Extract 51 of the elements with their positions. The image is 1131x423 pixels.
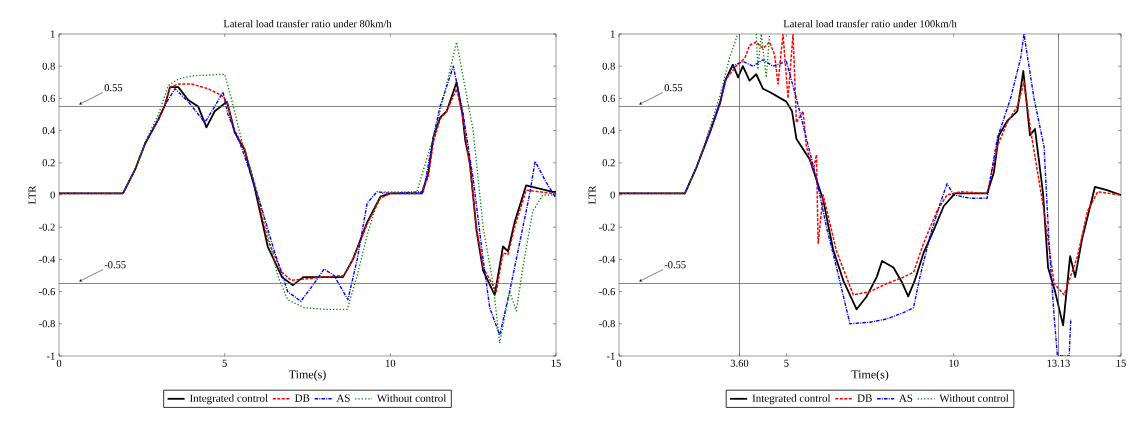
y-tick-label: -0.6 bbox=[599, 288, 615, 296]
x-tick-label: 3.60 bbox=[730, 359, 749, 367]
x-tick-label: 15 bbox=[1116, 359, 1126, 367]
y-tick-label: -1 bbox=[46, 352, 55, 360]
legend-label: AS bbox=[336, 394, 350, 402]
chart-title: Lateral load transfer ratio under 80km/h bbox=[223, 19, 392, 28]
x-tick-label: 5 bbox=[222, 359, 227, 367]
y-axis-title: LTR bbox=[588, 185, 596, 205]
x-axis-title: Time(s) bbox=[851, 370, 889, 381]
y-tick-label: 0.8 bbox=[42, 62, 55, 70]
y-tick-label: 0.4 bbox=[42, 127, 56, 135]
y-tick-label: 0.6 bbox=[602, 94, 615, 102]
x-tick-label: 0 bbox=[56, 359, 62, 367]
y-tick-label: -0.6 bbox=[39, 288, 55, 296]
y-tick-label: -0.2 bbox=[599, 223, 615, 231]
chart-title: Lateral load transfer ratio under 100km/h bbox=[783, 19, 957, 28]
legend-label: Without control bbox=[939, 394, 1009, 403]
y-tick-label: 0 bbox=[610, 191, 615, 199]
x-axis-title: Time(s) bbox=[288, 369, 326, 381]
y-tick-label: 0.8 bbox=[602, 62, 615, 70]
y-tick-label: 0.4 bbox=[602, 127, 616, 135]
x-tick-label: 10 bbox=[949, 359, 959, 367]
ref-line-label: 0.55 bbox=[664, 84, 683, 92]
legend-label: Without control bbox=[376, 394, 447, 403]
line-series bbox=[619, 34, 1072, 356]
y-tick-label: 0.2 bbox=[602, 159, 615, 167]
y-tick-label: 1 bbox=[610, 30, 615, 38]
y-tick-label: 1 bbox=[50, 30, 55, 38]
x-tick-label: 13.13 bbox=[1047, 359, 1070, 367]
y-tick-label: 0 bbox=[50, 191, 55, 199]
y-tick-label: -0.4 bbox=[599, 255, 616, 263]
legend-label: Integrated control bbox=[189, 394, 268, 405]
legend-label: DB bbox=[857, 394, 872, 402]
y-tick-label: -1 bbox=[606, 352, 615, 360]
ref-line-label: -0.55 bbox=[104, 261, 126, 269]
x-tick-label: 0 bbox=[616, 359, 622, 367]
x-tick-label: 10 bbox=[386, 359, 396, 367]
legend-label: AS bbox=[898, 394, 913, 402]
y-tick-label: 0.6 bbox=[42, 94, 55, 102]
legend-label: DB bbox=[294, 394, 310, 402]
y-axis-title: LTR bbox=[28, 185, 36, 205]
y-tick-label: -0.8 bbox=[599, 320, 615, 328]
ref-line-label: 0.55 bbox=[104, 84, 123, 92]
y-tick-label: -0.8 bbox=[39, 320, 55, 328]
ref-line-label: -0.55 bbox=[664, 261, 686, 269]
y-tick-label: 0.2 bbox=[42, 159, 55, 167]
x-tick-label: 15 bbox=[551, 359, 561, 367]
x-tick-label: 5 bbox=[784, 359, 789, 367]
legend-label: Integrated control bbox=[752, 394, 831, 405]
y-tick-label: -0.4 bbox=[39, 255, 56, 263]
y-tick-label: -0.2 bbox=[39, 223, 55, 231]
